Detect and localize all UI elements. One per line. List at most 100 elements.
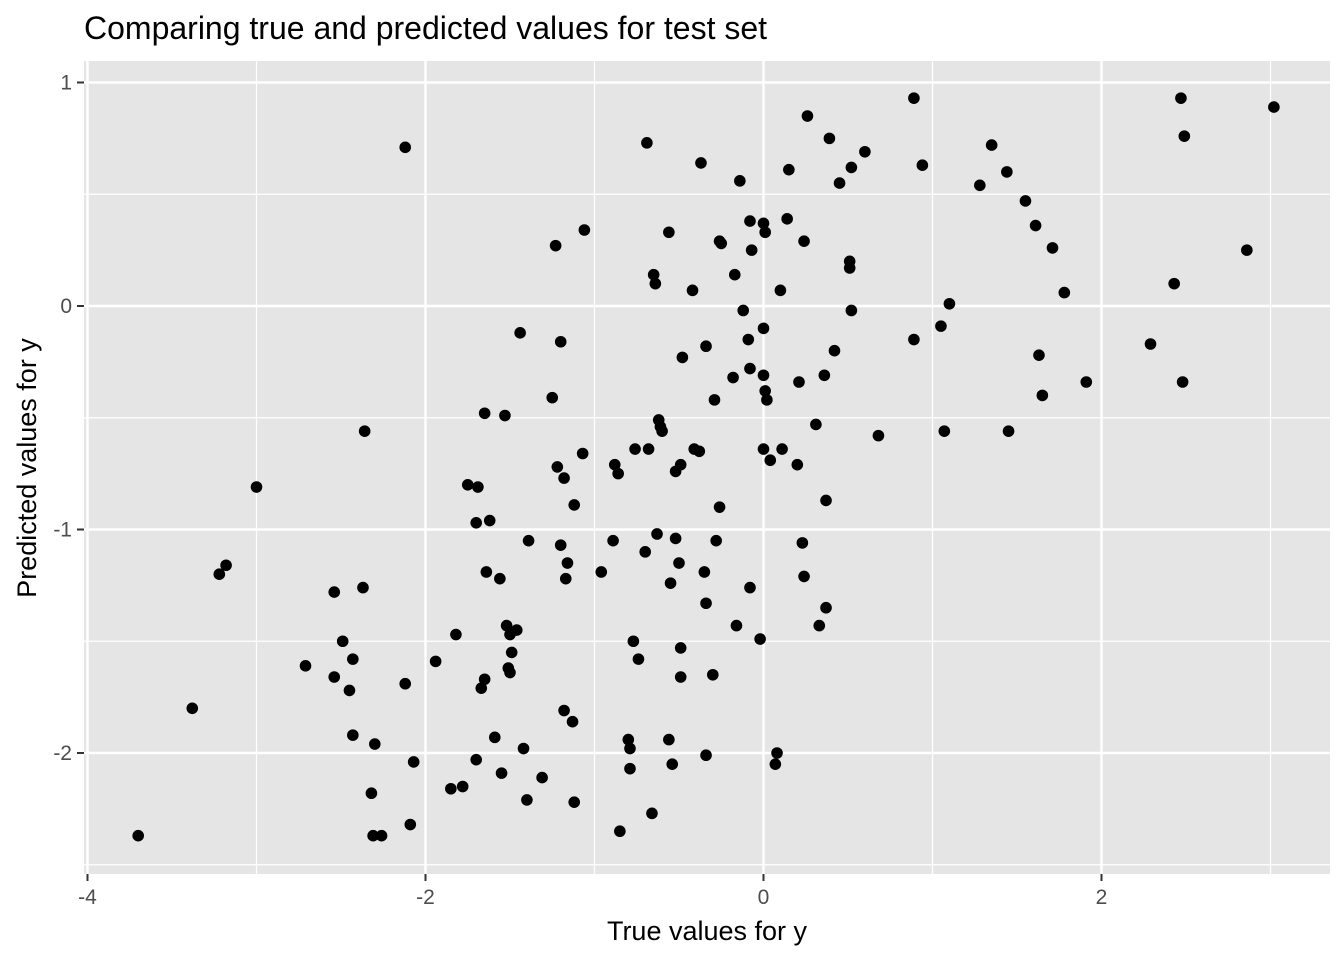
data-point <box>693 445 706 458</box>
data-point <box>908 92 920 104</box>
data-point <box>494 572 506 585</box>
data-point <box>820 601 832 614</box>
data-point <box>757 217 770 230</box>
data-point <box>614 825 626 838</box>
data-point <box>568 499 581 511</box>
data-point <box>742 333 755 346</box>
data-point <box>700 340 712 353</box>
data-point <box>558 704 570 717</box>
data-point <box>478 407 491 420</box>
data-point <box>461 479 474 491</box>
data-point <box>791 458 804 471</box>
data-point <box>828 344 841 357</box>
data-point <box>859 145 871 158</box>
x-tick-label: 0 <box>758 886 770 909</box>
data-point <box>608 458 621 471</box>
data-point <box>186 702 199 715</box>
data-point <box>774 284 787 297</box>
data-point <box>299 660 312 672</box>
data-point <box>536 771 548 784</box>
data-point <box>820 494 832 507</box>
data-point <box>1036 389 1049 402</box>
data-point <box>1001 166 1013 178</box>
data-point <box>757 369 770 382</box>
data-point <box>674 671 687 683</box>
data-point <box>673 557 685 569</box>
data-point <box>734 175 746 187</box>
data-point <box>651 528 663 540</box>
data-point <box>554 335 567 348</box>
data-point <box>407 756 420 768</box>
data-point <box>656 425 668 437</box>
data-point <box>1241 244 1253 256</box>
data-point <box>916 159 929 171</box>
data-point <box>757 322 770 335</box>
data-point <box>783 163 795 176</box>
data-point <box>357 581 369 594</box>
data-point <box>985 139 998 151</box>
data-point <box>595 566 608 578</box>
data-point <box>695 157 707 169</box>
data-point <box>1058 286 1071 299</box>
data-point <box>728 268 741 281</box>
data-point <box>639 546 651 558</box>
data-point <box>769 758 782 770</box>
data-point <box>759 385 771 397</box>
data-point <box>730 619 743 632</box>
data-point <box>521 794 533 806</box>
data-point <box>727 371 739 384</box>
data-point <box>499 409 511 422</box>
data-point <box>771 747 783 759</box>
data-point <box>818 369 831 382</box>
data-point <box>607 534 619 547</box>
data-point <box>938 425 951 437</box>
data-point <box>759 226 771 239</box>
data-point <box>801 110 814 122</box>
data-point <box>627 635 640 648</box>
data-point <box>823 132 836 145</box>
data-point <box>796 537 809 549</box>
data-point <box>624 762 636 775</box>
data-point <box>908 333 920 346</box>
x-tick-label: 2 <box>1096 886 1108 909</box>
data-point <box>612 467 624 480</box>
data-point <box>641 137 653 149</box>
y-tick-label: -2 <box>53 742 72 765</box>
data-point <box>757 443 770 455</box>
data-point <box>470 516 483 529</box>
data-point <box>369 738 381 750</box>
data-point <box>578 224 591 236</box>
data-point <box>504 666 516 679</box>
data-point <box>551 461 564 473</box>
data-point <box>781 213 793 225</box>
data-point <box>1176 376 1189 388</box>
data-point <box>495 767 508 779</box>
data-point <box>450 628 462 641</box>
data-point <box>549 239 562 252</box>
x-axis: -4 -2 0 2 <box>78 874 1107 909</box>
data-point <box>698 566 711 578</box>
data-point <box>475 682 488 694</box>
data-point <box>1046 242 1059 254</box>
data-point <box>554 539 567 551</box>
data-point <box>744 581 756 594</box>
data-point <box>367 829 379 842</box>
data-point <box>510 624 523 636</box>
data-point <box>1168 277 1180 290</box>
data-point <box>375 829 388 842</box>
data-point <box>429 655 442 668</box>
data-point <box>343 684 356 697</box>
data-point <box>700 749 712 762</box>
points-layer <box>132 92 1280 842</box>
data-point <box>472 481 484 493</box>
data-point <box>358 425 371 437</box>
data-point <box>845 304 858 317</box>
data-point <box>845 161 858 174</box>
data-point <box>798 570 810 583</box>
data-point <box>708 394 721 406</box>
x-tick-label: -2 <box>416 886 435 909</box>
data-point <box>649 277 662 290</box>
data-point <box>761 394 773 406</box>
data-point <box>566 715 579 728</box>
data-point <box>347 729 359 741</box>
